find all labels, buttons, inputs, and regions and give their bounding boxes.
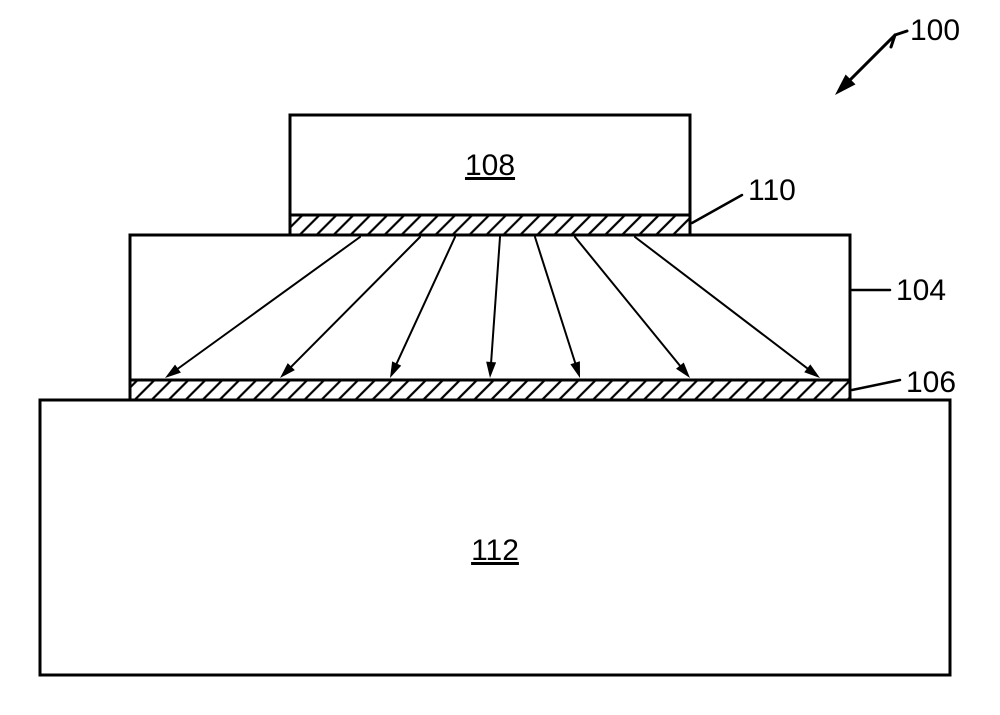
leader-106 xyxy=(852,380,900,390)
leader-110 xyxy=(692,195,742,223)
label-fig_100: 100 xyxy=(910,14,960,47)
label-l112: 112 xyxy=(471,534,519,567)
layer-106-hatched xyxy=(130,380,850,400)
layer-110-hatched xyxy=(290,215,690,235)
label-l110: 110 xyxy=(748,174,796,207)
figure-ref-arrow xyxy=(835,31,907,95)
layer-104 xyxy=(130,235,850,380)
label-l108: 108 xyxy=(465,149,515,182)
label-l106: 106 xyxy=(906,366,956,399)
diagram-root: 100 108 110 104 106 112 xyxy=(0,0,1000,715)
label-l104: 104 xyxy=(896,274,946,307)
